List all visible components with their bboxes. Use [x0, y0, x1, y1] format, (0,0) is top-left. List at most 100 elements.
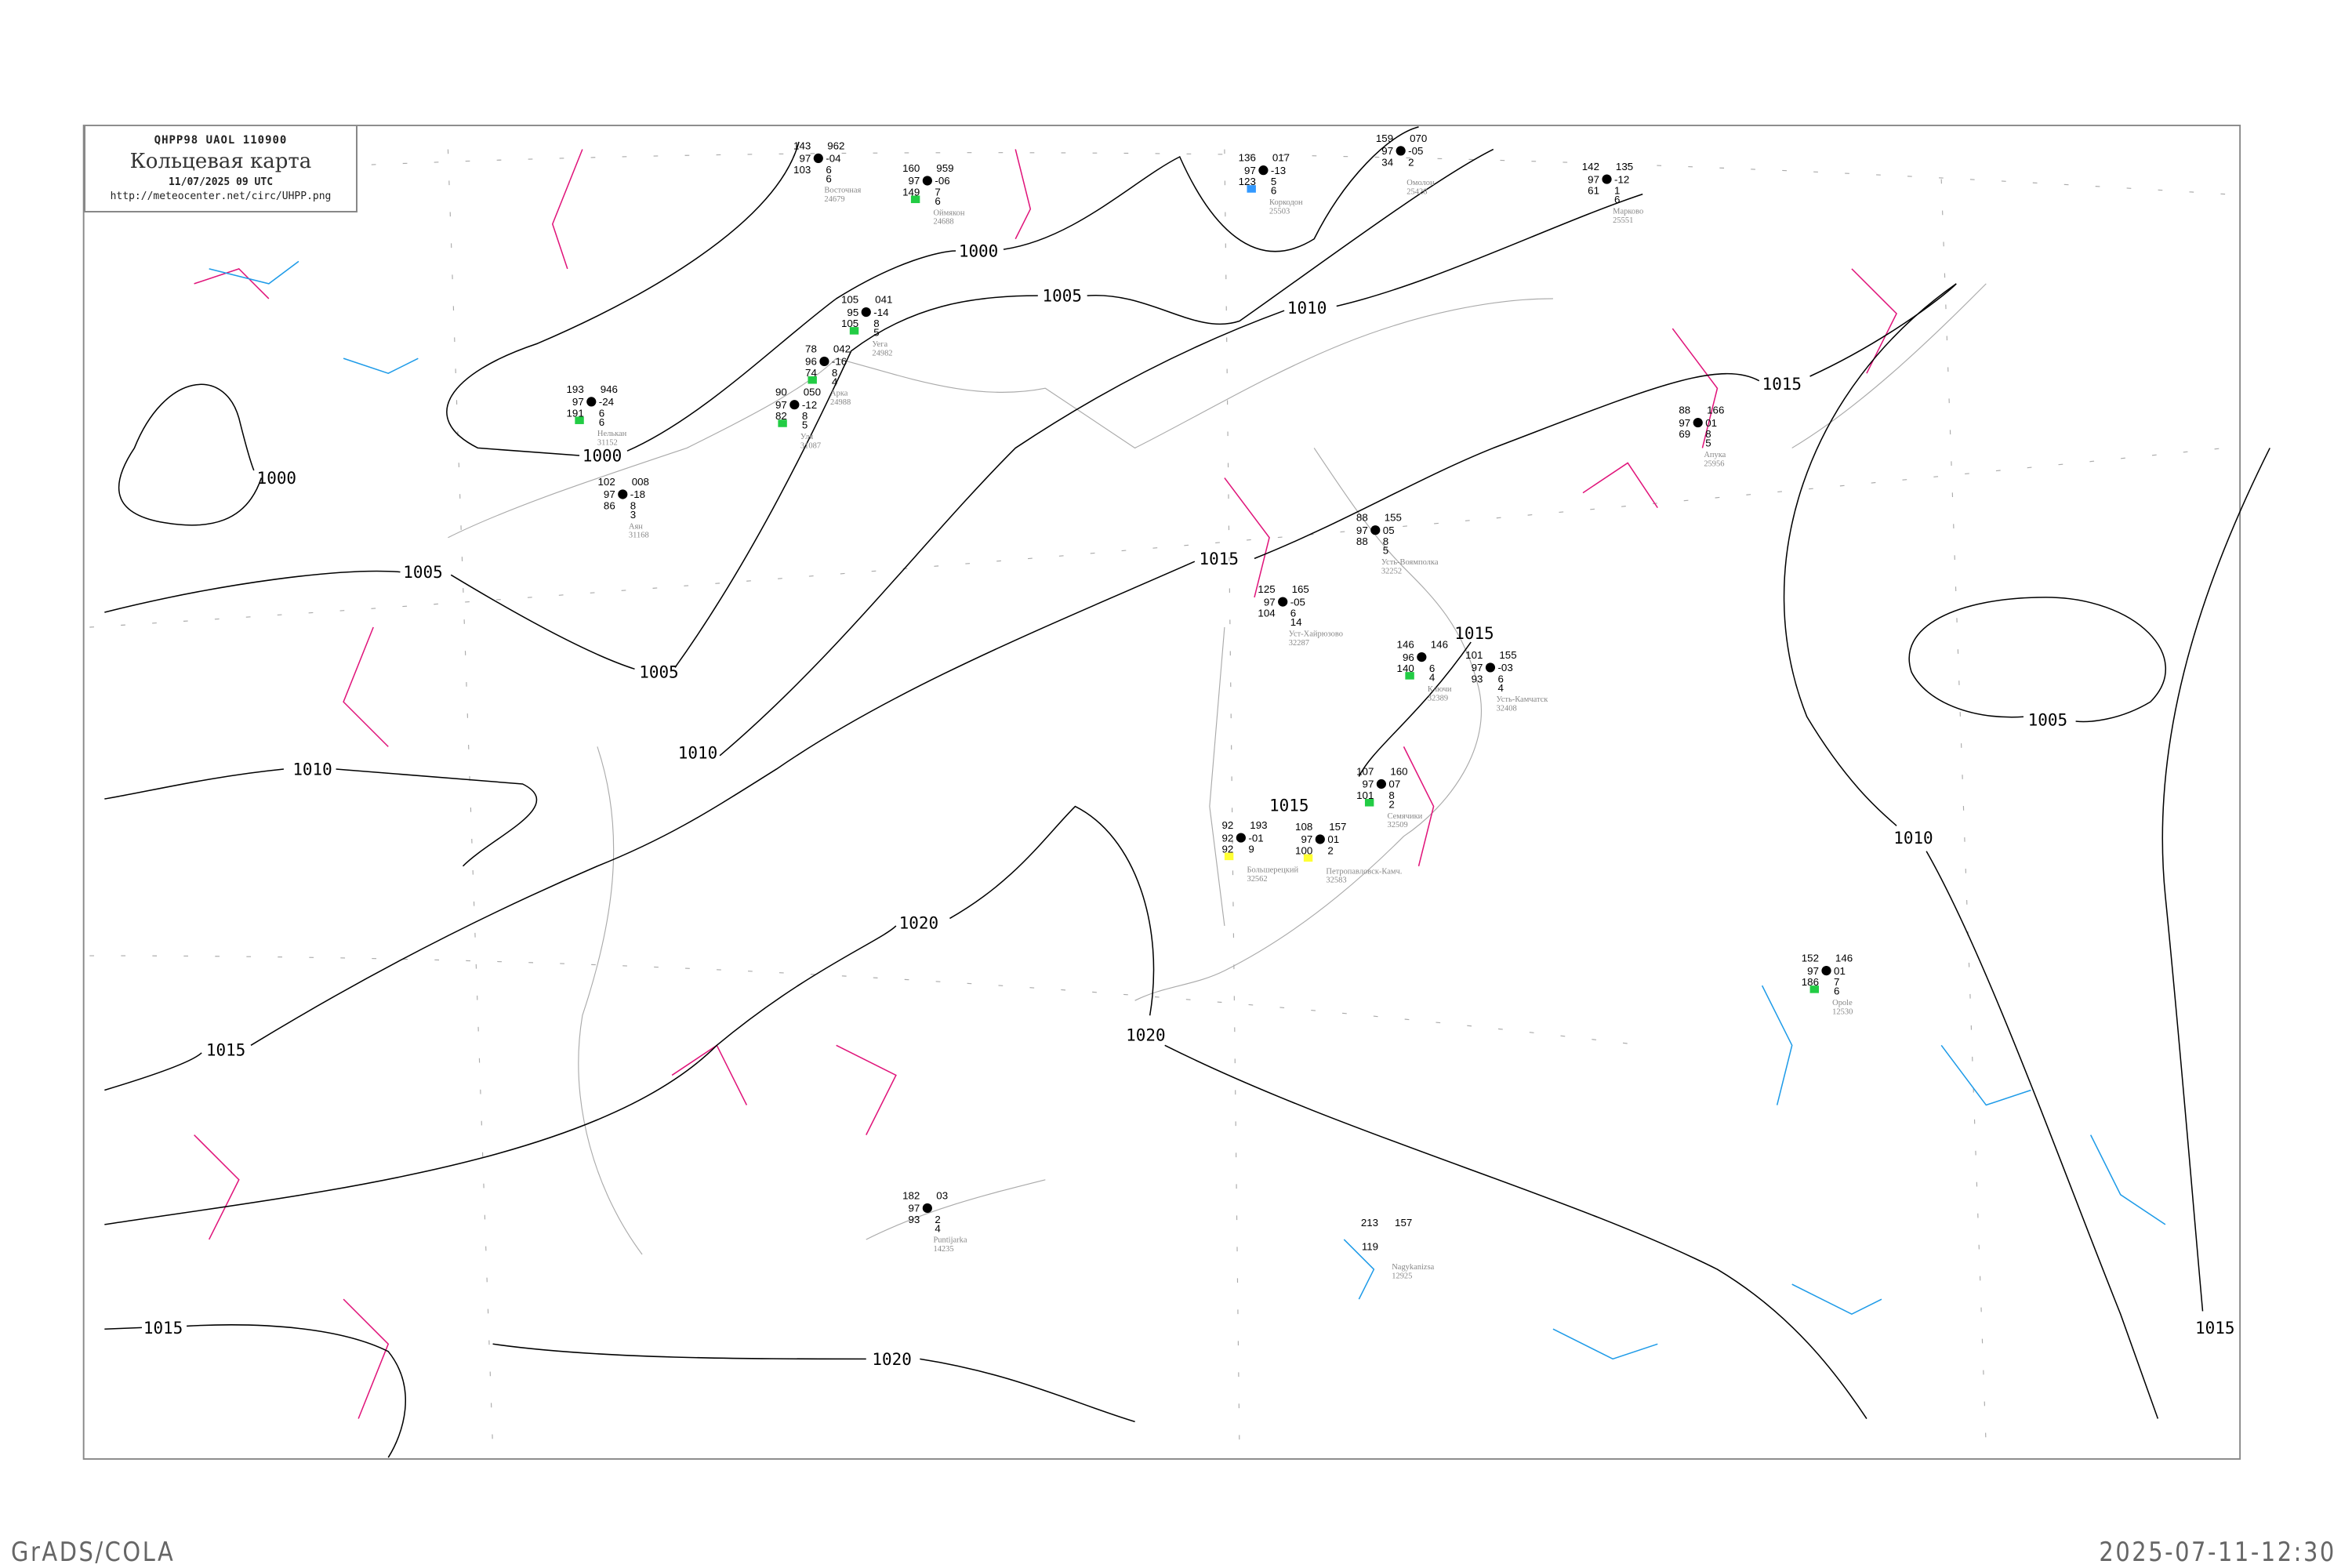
station-dewpoint: 119 — [1362, 1240, 1378, 1252]
cloud-cover-icon — [618, 489, 628, 499]
station-temperature: 96 — [1403, 652, 1414, 663]
station-value: 03 — [936, 1190, 948, 1202]
cloud-cover-icon — [1693, 417, 1703, 428]
cloud-cover-icon — [586, 397, 597, 407]
station-dewpoint: 69 — [1679, 428, 1690, 440]
station-pressure: 160 — [902, 162, 920, 174]
station-dewpoint: 93 — [1472, 673, 1483, 684]
isobar-label: 1015 — [143, 1319, 183, 1338]
isobar-label: 1015 — [1762, 375, 1802, 394]
station-plot[interactable]: 108 157 97 01 100 2 Петропавловск-Камч.32583 — [1295, 821, 1402, 885]
station-value: 3 — [630, 509, 636, 521]
station-id: 32562 — [1247, 875, 1267, 884]
station-dewpoint: 88 — [1356, 535, 1368, 547]
coastlines — [448, 283, 1987, 1255]
station-value: 4 — [1497, 682, 1504, 694]
station-value: 070 — [1410, 132, 1427, 144]
station-temperature: 97 — [1381, 145, 1393, 157]
station-id: 32509 — [1388, 821, 1408, 829]
station-tendency: -06 — [935, 175, 949, 187]
station-value: 8 — [873, 318, 879, 329]
cloud-cover-icon — [922, 1203, 932, 1214]
cloud-cover-icon — [1376, 779, 1386, 789]
footer-timestamp: 2025-07-11-12:30 — [2099, 1537, 2336, 1568]
station-id: 32389 — [1428, 694, 1448, 702]
station-pressure: 136 — [1239, 152, 1256, 164]
station-id: 24988 — [830, 398, 851, 407]
station-dewpoint: 191 — [567, 407, 584, 419]
station-value: 8 — [1383, 535, 1388, 547]
station-value: 017 — [1272, 152, 1290, 164]
station-dewpoint: 93 — [909, 1214, 920, 1225]
station-id: 24982 — [872, 349, 892, 358]
station-value: 042 — [833, 343, 851, 355]
station-value: 6 — [599, 407, 604, 419]
station-name: Большерецкий — [1247, 866, 1298, 874]
station-value: 146 — [1835, 953, 1853, 964]
station-tendency: -12 — [1614, 173, 1629, 185]
cloud-cover-icon — [861, 307, 871, 318]
station-value: 2 — [1408, 156, 1414, 168]
station-name: Петропавловск-Камч. — [1326, 867, 1402, 876]
station-dewpoint: 92 — [1222, 844, 1234, 855]
isobar-label: 1000 — [583, 447, 622, 466]
station-tendency: -04 — [826, 153, 841, 165]
map-title: Кольцевая карта — [129, 150, 312, 173]
station-marker — [575, 416, 584, 424]
station-name: Уля — [800, 433, 813, 441]
station-value: 157 — [1329, 821, 1346, 833]
station-value: 1 — [1614, 185, 1620, 197]
station-temperature: 97 — [1472, 662, 1483, 673]
station-pressure: 102 — [598, 476, 615, 488]
station-pressure: 78 — [805, 343, 817, 355]
isobar-label: 1005 — [2028, 711, 2067, 730]
map-datetime: 11/07/2025 09 UTC — [168, 176, 274, 188]
station-pressure: 125 — [1258, 583, 1275, 595]
station-temperature: 97 — [909, 1203, 920, 1214]
station-value: 6 — [826, 164, 831, 176]
station-name: Уега — [872, 340, 887, 349]
station-value: 962 — [827, 140, 844, 151]
station-marker — [1809, 985, 1819, 993]
station-value: 2 — [935, 1214, 940, 1225]
station-name: Коркодон — [1269, 198, 1303, 207]
station-value: 4 — [1429, 672, 1436, 684]
station-dewpoint: 74 — [805, 367, 817, 379]
station-value: 6 — [1834, 985, 1839, 997]
station-dewpoint: 105 — [841, 318, 858, 329]
isobar-label: 1020 — [1126, 1026, 1165, 1045]
station-value: 041 — [875, 294, 892, 306]
station-tendency: 05 — [1383, 524, 1395, 536]
station-pressure: 90 — [775, 387, 787, 398]
station-value: 7 — [935, 187, 940, 198]
station-id: 31087 — [800, 441, 821, 450]
station-temperature: 97 — [1588, 173, 1599, 185]
cloud-cover-icon — [1258, 165, 1269, 176]
station-dewpoint: 104 — [1258, 608, 1276, 619]
station-pressure: 182 — [902, 1190, 920, 1202]
station-marker — [1247, 185, 1256, 193]
station-tendency: 01 — [1327, 833, 1339, 845]
station-value: 5 — [873, 327, 879, 339]
